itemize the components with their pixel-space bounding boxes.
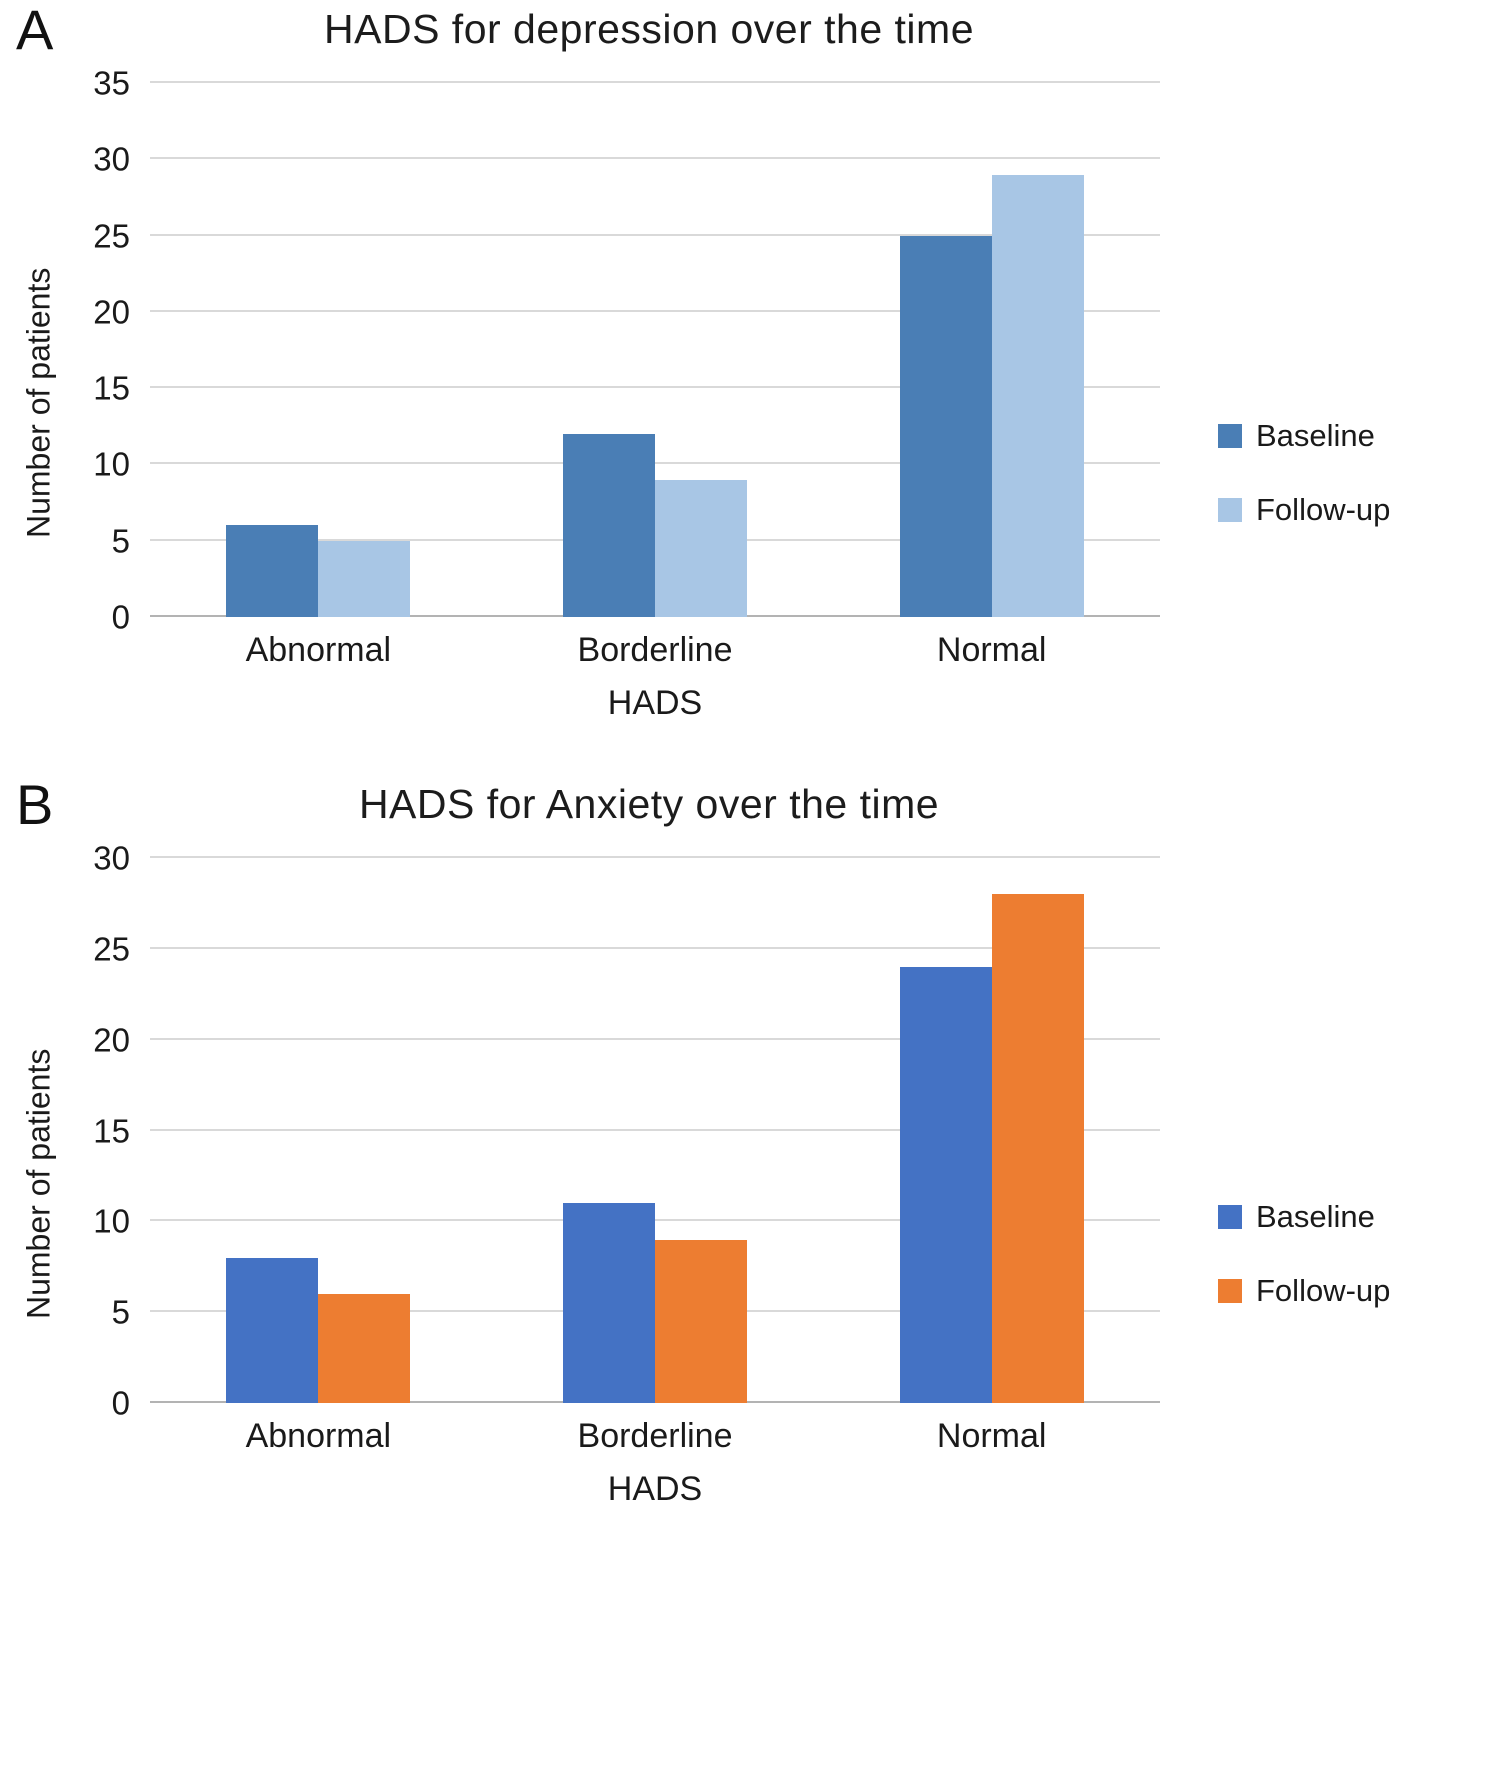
x-category-label-normal: Normal (936, 631, 1047, 669)
legend-item-baseline: Baseline (1218, 1199, 1508, 1235)
chart-title-a: HADS for depression over the time (324, 6, 974, 52)
y-tick-label: 15 (93, 369, 130, 407)
bar-baseline-borderline (563, 1203, 655, 1403)
gridline (150, 157, 1160, 160)
legend-b: Baseline Follow-up (1160, 858, 1508, 1509)
x-category-label-abnormal: Abnormal (245, 1417, 392, 1455)
legend-a: Baseline Follow-up (1160, 83, 1508, 723)
gridline (150, 233, 1160, 236)
bar-baseline-abnormal (226, 525, 319, 617)
gridline (150, 1128, 1160, 1131)
bar-group-borderline (487, 858, 824, 1403)
plot-area-a (150, 81, 1160, 617)
gridline (150, 386, 1160, 389)
chart-area-b: Number of patients 0 5 10 15 20 25 30 Abnormal… (0, 842, 1508, 1509)
bar-baseline-normal (899, 235, 992, 617)
panel-b: B HADS for Anxiety over the time Number … (0, 777, 1508, 1509)
y-tick-label: 5 (111, 1293, 130, 1331)
x-category-label-borderline: Borderline (577, 1417, 733, 1455)
legend-item-follow-up: Follow-up (1218, 1273, 1508, 1309)
bar-group-normal (823, 858, 1160, 1403)
bar-baseline-normal (899, 967, 992, 1403)
legend-item-follow-up: Follow-up (1218, 492, 1508, 528)
legend-swatch-follow-up (1218, 498, 1242, 522)
y-tick-label: 20 (93, 293, 130, 331)
legend-label-follow-up: Follow-up (1256, 1272, 1391, 1308)
gridline (150, 1037, 1160, 1040)
y-tick-label: 5 (111, 522, 130, 560)
panel-label-b: B (16, 773, 54, 836)
bar-follow-up-abnormal (318, 1294, 411, 1403)
y-tick-label: 0 (111, 598, 130, 636)
y-tick-label: 30 (93, 839, 130, 877)
legend-swatch-baseline (1218, 1204, 1242, 1229)
legend-label-baseline: Baseline (1256, 1198, 1375, 1234)
x-category-labels-a: Abnormal Borderline Normal (150, 631, 1160, 670)
gridline (150, 1219, 1160, 1222)
y-tick-label: 25 (93, 930, 130, 968)
bar-follow-up-normal (991, 894, 1084, 1403)
bar-group-abnormal (150, 858, 487, 1403)
y-tick-label: 30 (93, 140, 130, 178)
plot-area-b (150, 856, 1160, 1403)
bar-follow-up-borderline (655, 1239, 747, 1403)
y-axis-ticks-b: 0 5 10 15 20 25 30 (70, 842, 150, 1420)
legend-item-baseline: Baseline (1218, 418, 1508, 454)
x-category-labels-b: Abnormal Borderline Normal (150, 1417, 1160, 1456)
y-tick-label: 10 (93, 445, 130, 483)
x-category-label-borderline: Borderline (577, 631, 733, 669)
plot-stack-b: Abnormal Borderline Normal HADS (150, 856, 1160, 1509)
chart-title-b: HADS for Anxiety over the time (358, 781, 940, 827)
bar-groups (150, 83, 1160, 617)
bar-baseline-abnormal (226, 1257, 319, 1403)
y-tick-label: 10 (93, 1202, 130, 1240)
gridline (150, 462, 1160, 465)
gridline (150, 856, 1160, 858)
legend-swatch-follow-up (1218, 1278, 1242, 1303)
chart-area-a: Number of patients 0 5 10 15 20 25 30 35 Abnorm… (0, 67, 1508, 723)
gridline (150, 946, 1160, 949)
legend-label-baseline: Baseline (1256, 418, 1375, 453)
bar-group-borderline (487, 83, 824, 617)
plot-stack-a: Abnormal Borderline Normal HADS (150, 81, 1160, 723)
y-tick-label: 35 (93, 64, 130, 102)
y-tick-label: 15 (93, 1112, 130, 1149)
bar-group-abnormal (150, 83, 487, 617)
panel-label-a: A (16, 0, 54, 61)
bar-follow-up-normal (991, 174, 1084, 617)
x-category-label-abnormal: Abnormal (245, 631, 392, 669)
x-axis-title-a: HADS (607, 684, 703, 722)
panel-a: A HADS for depression over the time Numb… (0, 2, 1508, 723)
bar-follow-up-abnormal (318, 540, 411, 617)
bar-baseline-borderline (563, 433, 655, 617)
legend-label-follow-up: Follow-up (1256, 492, 1391, 527)
x-axis-title-b: HADS (607, 1470, 703, 1508)
bar-group-normal (823, 83, 1160, 617)
y-axis-title-b: Number of patients (20, 1048, 57, 1319)
y-axis-title-a: Number of patients (20, 267, 57, 539)
gridline (150, 309, 1160, 312)
y-tick-label: 25 (93, 217, 130, 255)
bar-follow-up-borderline (655, 479, 747, 617)
y-tick-label: 20 (93, 1021, 130, 1059)
y-axis-ticks-a: 0 5 10 15 20 25 30 35 (70, 67, 150, 634)
y-tick-label: 0 (111, 1384, 130, 1422)
legend-swatch-baseline (1218, 424, 1242, 448)
bar-groups (150, 858, 1160, 1403)
gridline (150, 81, 1160, 83)
x-category-label-normal: Normal (936, 1417, 1047, 1455)
